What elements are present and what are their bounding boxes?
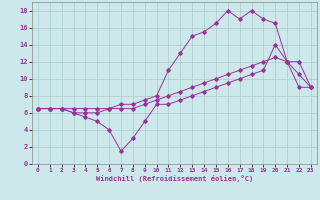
- X-axis label: Windchill (Refroidissement éolien,°C): Windchill (Refroidissement éolien,°C): [96, 175, 253, 182]
